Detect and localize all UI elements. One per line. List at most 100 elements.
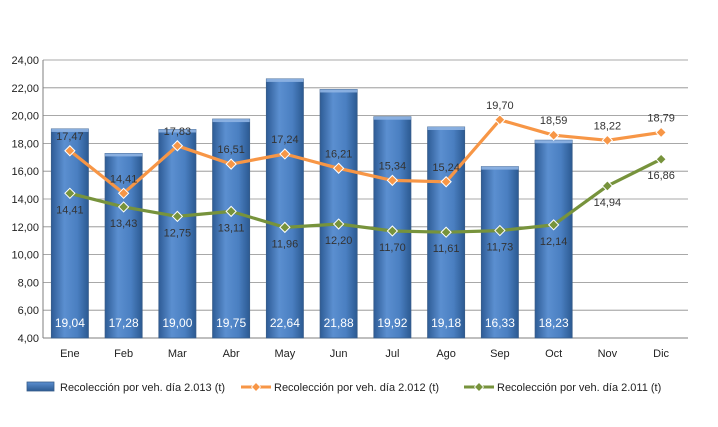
series-point [386, 174, 399, 187]
bar-top-highlight [212, 119, 250, 123]
legend-label: Recolección por veh. día 2.011 (t) [497, 382, 661, 394]
y-tick-label: 12,00 [11, 222, 39, 234]
bar-data-label: 19,04 [55, 316, 85, 330]
series-point [494, 224, 506, 237]
series-point [117, 187, 130, 200]
line-data-label: 11,73 [487, 242, 514, 254]
series-point [440, 226, 452, 238]
series-point [279, 221, 291, 234]
bar [50, 128, 89, 339]
bar [534, 139, 573, 339]
line-data-label: 16,51 [217, 144, 245, 156]
line-data-label: 11,96 [272, 238, 299, 250]
bar [319, 89, 358, 339]
line-data-label: 18,79 [647, 112, 675, 124]
x-tick-label: Mar [168, 348, 187, 360]
line-data-label: 14,94 [594, 197, 622, 209]
bar [158, 129, 197, 339]
bar-top-highlight [158, 129, 196, 133]
series-point [225, 205, 237, 218]
bar [212, 118, 251, 339]
series-point [655, 153, 667, 165]
bar-top-highlight [481, 166, 519, 170]
line-data-label: 16,21 [325, 148, 353, 160]
series-point [547, 129, 560, 141]
series-point [601, 180, 614, 192]
line-data-label: 15,34 [379, 160, 407, 172]
bar-data-label: 19,75 [216, 316, 246, 330]
bar-data-label: 19,92 [377, 316, 407, 330]
x-tick-label: Feb [114, 348, 133, 360]
bar-top-highlight [266, 78, 304, 82]
line-data-label: 11,61 [433, 243, 460, 255]
line-data-label: 18,22 [594, 120, 622, 132]
bar [480, 166, 519, 339]
x-tick-label: Ago [436, 348, 456, 360]
line-layer [64, 114, 667, 238]
x-tick-label: Abr [223, 348, 240, 360]
series-point [547, 219, 560, 231]
legend-swatch-marker [473, 381, 485, 393]
y-tick-label: 18,00 [11, 138, 39, 150]
x-tick-label: Jul [385, 348, 399, 360]
line-data-label: 13,43 [110, 218, 138, 230]
x-tick-label: Sep [490, 348, 510, 360]
bar-top-highlight [427, 126, 465, 130]
bar-top-highlight [535, 140, 573, 144]
line-data-label: 17,47 [56, 131, 84, 143]
series-point [117, 201, 130, 213]
x-tick-label: Dic [653, 348, 669, 360]
y-tick-label: 8,00 [18, 277, 39, 289]
series-point [171, 210, 184, 223]
series-point [440, 176, 452, 188]
y-tick-label: 24,00 [11, 55, 39, 67]
x-tick-label: Ene [60, 348, 80, 360]
line-data-label: 11,70 [379, 242, 406, 254]
y-tick-label: 20,00 [11, 111, 39, 123]
series-line [69, 157, 662, 234]
y-tick-label: 14,00 [11, 194, 39, 206]
y-tick-label: 10,00 [11, 250, 39, 262]
line-data-label: 18,59 [540, 115, 568, 127]
line-data-label: 19,70 [486, 100, 514, 112]
line-data-label: 17,24 [271, 134, 299, 146]
bar-data-label: 21,88 [324, 316, 354, 330]
bar-data-label: 19,18 [431, 316, 461, 330]
line-data-label: 17,83 [164, 126, 192, 138]
line-data-label: 14,41 [110, 173, 138, 185]
x-tick-label: Jun [330, 348, 348, 360]
line-data-label: 14,41 [56, 204, 84, 216]
legend: Recolección por veh. día 2.013 (t) Recole… [26, 381, 661, 394]
legend-swatch-marker [250, 381, 262, 393]
y-tick-label: 6,00 [18, 305, 39, 317]
line-data-label: 12,14 [540, 236, 568, 248]
line-data-label: 12,20 [325, 235, 353, 247]
series-line [68, 118, 662, 195]
bar-data-label: 18,23 [539, 316, 569, 330]
y-tick-label: 4,00 [18, 333, 39, 345]
series-point [494, 114, 506, 126]
series-point [386, 225, 399, 237]
x-tick-label: Nov [598, 348, 618, 360]
bar-data-label: 17,28 [109, 316, 139, 330]
series-point [225, 158, 237, 170]
bar-top-highlight [105, 153, 143, 157]
bar-top-highlight [373, 116, 411, 120]
line-data-label: 12,75 [164, 227, 192, 239]
line-data-label: 15,24 [432, 162, 460, 174]
line-data-label: 16,86 [647, 170, 675, 182]
series-point [64, 145, 76, 157]
series-point [332, 218, 345, 230]
bar-top-highlight [320, 89, 358, 93]
series-point [171, 140, 184, 152]
x-tick-label: May [274, 348, 295, 360]
legend-label: Recolección por veh. día 2.013 (t) [60, 382, 225, 394]
bar-data-label: 19,00 [162, 316, 192, 330]
line-data-label: 13,11 [218, 222, 245, 234]
series-point [64, 187, 76, 200]
legend-swatch-bar [26, 381, 55, 392]
series-point [601, 134, 614, 147]
bar [265, 78, 304, 339]
